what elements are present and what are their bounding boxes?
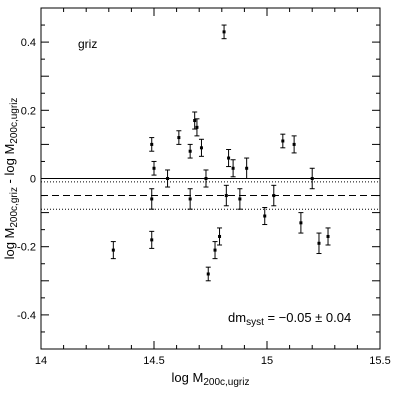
x-tick-label: 15.5	[369, 355, 390, 367]
x-label-sub: 200c,ugriz	[203, 377, 249, 388]
x-tick-label: 14.5	[143, 355, 164, 367]
data-point	[111, 248, 115, 252]
y-label-main: log M	[2, 228, 17, 260]
annotation-sub: syst	[246, 317, 264, 328]
data-point	[326, 234, 330, 238]
x-label-main: log M	[172, 370, 204, 385]
data-point	[238, 197, 242, 201]
data-point	[231, 166, 235, 170]
y-tick-label: 0.2	[21, 105, 36, 117]
axis-ticks	[40, 7, 381, 350]
data-point	[263, 214, 267, 218]
data-point	[150, 197, 154, 201]
data-point	[245, 166, 249, 170]
data-point	[224, 194, 228, 198]
data-point	[199, 146, 203, 150]
y-tick-label: -0.4	[17, 310, 36, 322]
data-point	[195, 125, 199, 129]
y-tick-label: -0.2	[17, 242, 36, 254]
data-point	[150, 142, 154, 146]
x-axis-label: log M200c,ugriz	[172, 370, 250, 388]
data-point	[272, 194, 276, 198]
data-point	[204, 177, 208, 180]
data-points	[111, 30, 330, 276]
x-tick-label: 15	[261, 355, 273, 367]
data-point	[222, 30, 226, 34]
y-label-sub2: 200c,ugriz	[9, 98, 20, 144]
data-point	[299, 221, 303, 225]
data-point	[227, 156, 231, 160]
y-label-sub1: 200c,griz	[9, 187, 20, 228]
data-point	[152, 166, 156, 170]
annotation-main: dm	[228, 310, 246, 325]
reference-lines	[41, 178, 380, 210]
y-label-mid: - log M	[2, 144, 17, 187]
data-point	[150, 238, 154, 242]
data-point	[317, 241, 321, 245]
data-point	[193, 119, 197, 123]
y-axis-label: log M200c,griz - log M200c,ugriz	[2, 98, 20, 260]
data-point	[166, 177, 170, 180]
data-point	[292, 142, 296, 146]
data-point	[177, 136, 181, 140]
error-bars	[110, 24, 331, 282]
tick-labels: 14 14.5 15 15.5 -0.4 -0.2 0 0.2 0.4	[17, 37, 391, 367]
data-point	[218, 234, 222, 238]
data-point	[188, 197, 192, 201]
annotation-rest: = −0.05 ± 0.04	[264, 310, 351, 325]
corner-label: griz	[78, 37, 97, 51]
y-tick-label: 0	[30, 174, 36, 186]
data-point	[310, 177, 314, 180]
y-tick-label: 0.4	[21, 37, 36, 49]
data-point	[188, 149, 192, 153]
x-tick-label: 14	[35, 355, 47, 367]
data-point	[213, 248, 217, 252]
syst-annotation: dmsyst = −0.05 ± 0.04	[228, 310, 351, 328]
data-point	[206, 272, 210, 276]
data-point	[281, 139, 285, 143]
